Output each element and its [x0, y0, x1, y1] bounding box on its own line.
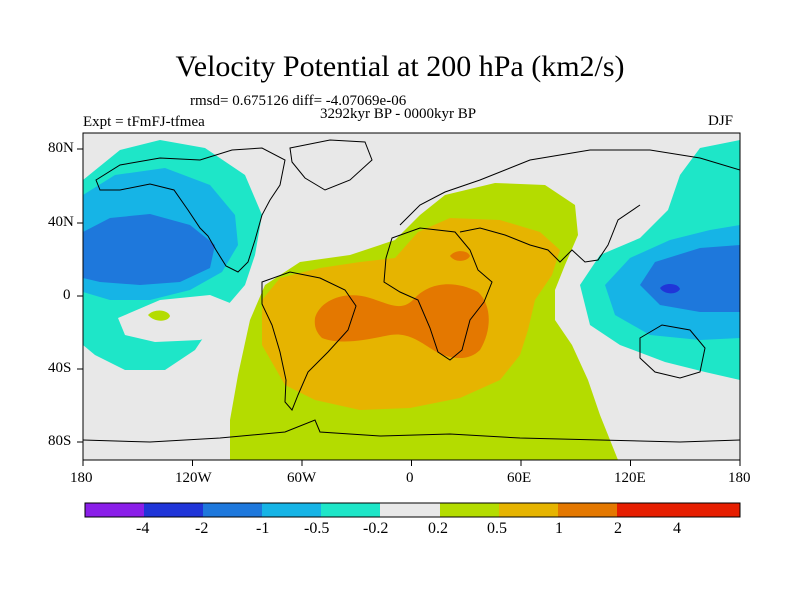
positive-spot-west — [148, 310, 170, 321]
experiment-label: Expt = tFmFJ-tfmea — [83, 114, 205, 130]
x-tick-label: 180 — [728, 470, 751, 486]
colorbar — [84, 502, 741, 518]
colorbar-swatch-11 — [676, 503, 740, 517]
negative-region-east-core — [640, 245, 740, 312]
colorbar-label: 4 — [673, 520, 681, 537]
colorbar-label: 1 — [555, 520, 563, 537]
colorbar-label: 2 — [614, 520, 622, 537]
coast-north-america — [95, 147, 286, 273]
y-tick-label: 80N — [48, 140, 74, 156]
colorbar-label: -0.2 — [363, 520, 389, 537]
period-label: 3292kyr BP - 0000kyr BP — [320, 106, 477, 122]
y-tick-label: 0 — [63, 287, 71, 303]
chart-title: Velocity Potential at 200 hPa (km2/s) — [175, 50, 625, 83]
colorbar-swatch-6 — [380, 503, 440, 517]
y-tick-label: 80S — [48, 433, 72, 449]
stats-label: rmsd= 0.675126 diff= -4.07069e-06 — [190, 93, 407, 109]
coast-eurasia — [399, 149, 740, 263]
colorbar-swatch-5 — [321, 503, 380, 517]
neutral-island-west — [118, 295, 235, 342]
coastlines — [83, 139, 740, 443]
colorbar-label: -0.5 — [304, 520, 330, 537]
colorbar-label: -2 — [195, 520, 209, 537]
colorbar-swatch-9 — [558, 503, 617, 517]
coast-antarctica — [83, 419, 740, 443]
y-tick-label: 40N — [48, 214, 74, 230]
colorbar-swatch-4 — [262, 503, 321, 517]
coast-greenland — [289, 139, 373, 191]
x-tick-label: 60W — [287, 470, 317, 486]
colorbar-label: 0.5 — [487, 520, 507, 537]
colorbar-label: -4 — [136, 520, 150, 537]
coast-australia — [639, 324, 706, 379]
x-tick-label: 60E — [507, 470, 532, 486]
colorbar-label: -1 — [256, 520, 270, 537]
positive-region-core — [314, 284, 489, 359]
season-label: DJF — [708, 113, 734, 129]
x-tick-label: 0 — [406, 470, 414, 486]
axis-ticks — [77, 148, 741, 466]
x-tick-label: 120E — [614, 470, 646, 486]
colorbar-swatch-10 — [617, 503, 676, 517]
x-tick-label: 120W — [175, 470, 212, 486]
colorbar-label: 0.2 — [428, 520, 448, 537]
negative-region-west-core — [83, 214, 215, 285]
field-layer — [83, 133, 740, 460]
colorbar-swatch-1 — [85, 503, 144, 517]
colorbar-swatch-8 — [499, 503, 558, 517]
negative-region-east-peak — [660, 283, 680, 294]
colorbar-swatch-3 — [203, 503, 262, 517]
x-tick-label: 180 — [70, 470, 93, 486]
coast-africa — [383, 227, 493, 361]
positive-spot-north-africa — [450, 251, 470, 261]
coast-south-america — [261, 271, 357, 411]
y-tick-label: 40S — [48, 360, 72, 376]
colorbar-swatch-7 — [440, 503, 499, 517]
colorbar-swatch-2 — [144, 503, 203, 517]
